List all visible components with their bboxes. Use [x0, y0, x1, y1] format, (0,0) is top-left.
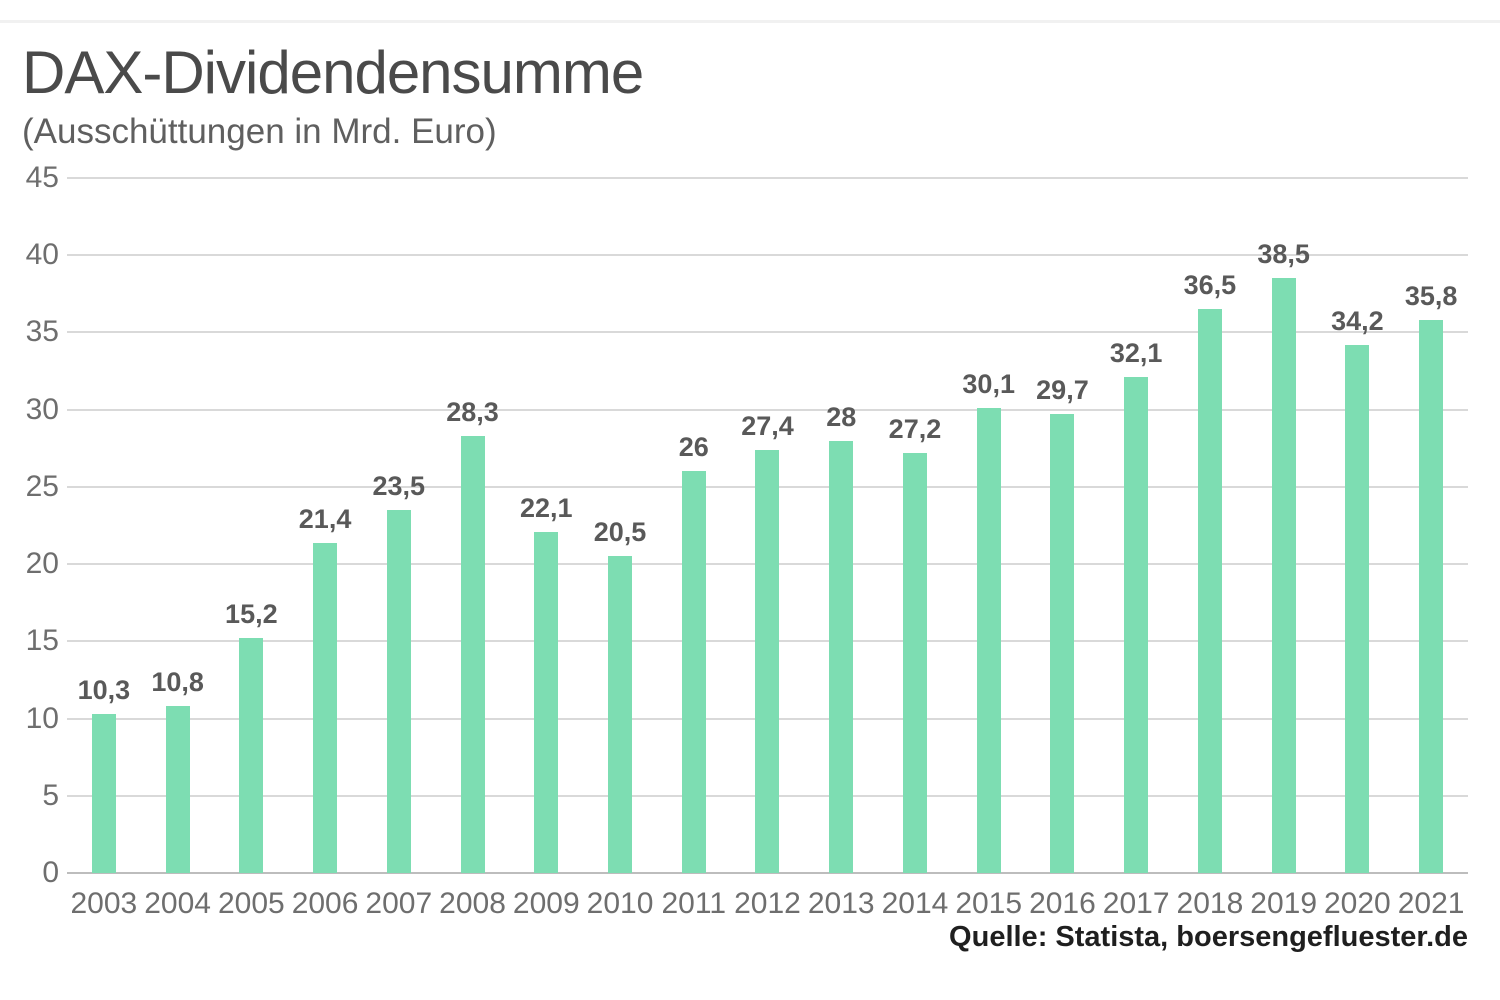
bar-2013 — [829, 440, 854, 873]
bar-value-label-2011: 26 — [678, 432, 709, 463]
bar-column-2010: 20,5 2010 — [583, 178, 657, 920]
x-tick-label-2021: 2021 — [1397, 887, 1465, 920]
gridline-y-35 — [67, 331, 1468, 334]
bar-value-label-2003: 10,3 — [77, 674, 131, 705]
bar-2006 — [313, 542, 338, 873]
bar-column-2018: 36,5 2018 — [1173, 178, 1247, 920]
bar-2020 — [1345, 344, 1370, 873]
bar-value-label-2010: 20,5 — [593, 517, 647, 548]
bar-2015 — [976, 408, 1001, 873]
y-tick-label-15: 15 — [25, 624, 59, 658]
bar-column-2006: 21,4 2006 — [288, 178, 362, 921]
bar-value-label-2008: 28,3 — [446, 396, 499, 427]
bar-2021 — [1419, 320, 1444, 873]
x-tick-label-2010: 2010 — [586, 887, 654, 920]
plot-area: 0 5 10 15 20 25 30 35 40 45 10,3 2003 10,8 2004 15,2 20… — [26, 161, 1468, 921]
bar-2017 — [1124, 377, 1149, 873]
bar-value-label-2007: 23,5 — [372, 471, 426, 502]
bar-column-2005: 15,2 2005 — [214, 178, 288, 920]
bar-value-label-2006: 21,4 — [298, 503, 352, 534]
bar-value-label-2015: 30,1 — [962, 369, 1015, 400]
y-tick-label-45: 45 — [25, 161, 59, 194]
bar-2011 — [681, 471, 706, 873]
bar-value-label-2019: 38,5 — [1257, 239, 1310, 270]
x-tick-label-2004: 2004 — [144, 887, 211, 920]
y-tick-label-30: 30 — [25, 392, 59, 426]
bar-value-label-2005: 15,2 — [225, 599, 278, 630]
x-tick-label-2008: 2008 — [439, 887, 506, 920]
bar-column-2009: 22,1 2009 — [509, 178, 583, 920]
bar-column-2016: 29,7 2016 — [1026, 178, 1100, 920]
bar-column-2014: 27,2 2014 — [878, 178, 952, 920]
x-tick-label-2020: 2020 — [1324, 887, 1391, 920]
bar-value-label-2017: 32,1 — [1109, 338, 1163, 369]
bar-2005 — [239, 638, 264, 873]
x-tick-label-2006: 2006 — [291, 887, 359, 920]
bar-value-label-2004: 10,8 — [151, 667, 204, 698]
bar-2012 — [755, 449, 780, 873]
bar-column-2012: 27,4 2012 — [731, 178, 805, 920]
x-tick-label-2018: 2018 — [1176, 887, 1244, 920]
bar-column-2008: 28,3 2008 — [436, 178, 510, 920]
bar-2007 — [386, 510, 411, 873]
bar-2018 — [1197, 309, 1222, 873]
bar-column-2021: 35,8 2021 — [1394, 178, 1468, 920]
bar-value-label-2009: 22,1 — [519, 492, 573, 523]
bar-2008 — [460, 435, 485, 873]
bar-column-2017: 32,1 2017 — [1099, 178, 1173, 920]
chart-subtitle: (Ausschüttungen in Mrd. Euro) — [22, 112, 497, 151]
x-tick-label-2007: 2007 — [365, 887, 433, 920]
x-tick-label-2017: 2017 — [1102, 887, 1170, 920]
bar-value-label-2021: 35,8 — [1404, 281, 1458, 312]
bar-value-label-2014: 27,2 — [888, 413, 942, 444]
bar-column-2015: 30,1 2015 — [952, 178, 1026, 920]
bar-column-2011: 26 2011 — [657, 178, 731, 920]
y-tick-label-0: 0 — [42, 856, 59, 889]
x-tick-label-2011: 2011 — [661, 887, 727, 920]
x-tick-label-2014: 2014 — [881, 887, 949, 920]
bar-column-2020: 34,2 2020 — [1321, 178, 1395, 920]
x-tick-label-2005: 2005 — [217, 887, 285, 920]
source-attribution: Quelle: Statista, boersengefluester.de — [949, 921, 1468, 953]
bar-2010 — [608, 556, 633, 873]
gridline-y-40 — [67, 254, 1468, 257]
bar-value-label-2016: 29,7 — [1036, 375, 1089, 406]
y-tick-label-20: 20 — [25, 547, 59, 581]
x-tick-label-2009: 2009 — [512, 887, 580, 920]
y-tick-label-5: 5 — [42, 778, 59, 812]
gridline-y-0 — [67, 872, 1468, 874]
bar-2009 — [534, 531, 559, 873]
bar-column-2004: 10,8 2004 — [141, 178, 215, 920]
y-tick-label-10: 10 — [25, 701, 59, 735]
gridline-y-45 — [67, 177, 1468, 179]
bar-column-2013: 28 2013 — [804, 178, 878, 920]
y-tick-label-40: 40 — [25, 238, 59, 272]
bar-2003 — [91, 713, 116, 873]
bar-value-label-2018: 36,5 — [1183, 270, 1237, 301]
chart-title: DAX-Dividendensumme — [22, 39, 644, 106]
bar-2016 — [1050, 414, 1075, 873]
x-tick-label-2016: 2016 — [1029, 887, 1096, 920]
bar-column-2007: 23,5 2007 — [362, 178, 436, 920]
x-tick-label-2015: 2015 — [955, 887, 1023, 920]
y-tick-label-25: 25 — [25, 469, 59, 503]
bar-value-label-2013: 28 — [826, 401, 857, 432]
bar-value-label-2012: 27,4 — [741, 410, 794, 441]
x-tick-label-2012: 2012 — [734, 887, 801, 920]
gridline-y-30 — [67, 408, 1468, 411]
top-divider — [0, 20, 1500, 23]
bar-column-2003: 10,3 2003 — [67, 178, 141, 920]
y-tick-label-35: 35 — [25, 315, 59, 349]
bar-column-2019: 38,5 2019 — [1247, 178, 1321, 920]
x-tick-label-2019: 2019 — [1250, 887, 1318, 920]
bar-2019 — [1271, 278, 1296, 873]
bar-2004 — [165, 706, 190, 873]
bar-2014 — [902, 452, 927, 873]
x-tick-label-2003: 2003 — [70, 887, 138, 920]
bar-value-label-2020: 34,2 — [1331, 305, 1384, 336]
x-tick-label-2013: 2013 — [807, 887, 875, 920]
